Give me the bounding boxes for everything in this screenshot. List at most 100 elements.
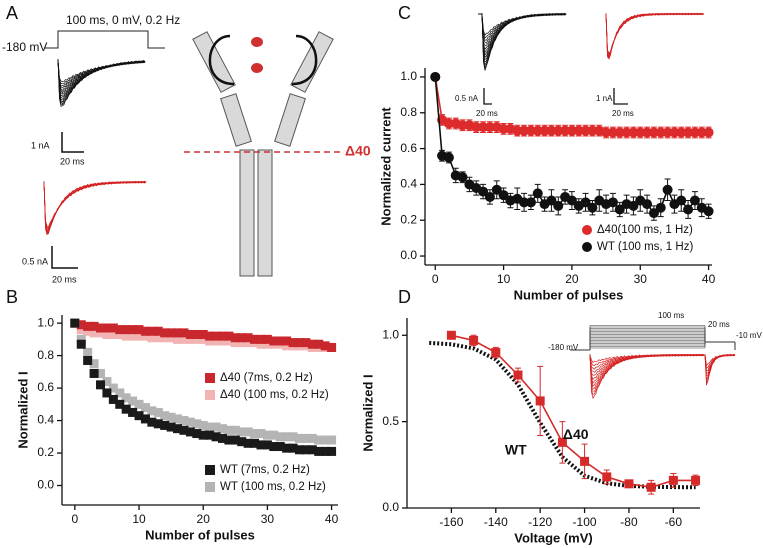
data-point [689,195,700,206]
cut-label: Δ40 [345,143,371,159]
data-point [546,125,557,136]
x-tick-label: 0 [432,272,439,286]
data-point [76,325,86,335]
data-point [566,125,577,136]
panel-label: B [6,287,18,307]
data-point [205,430,215,440]
data-point [128,396,138,406]
inset [570,325,736,400]
data-point [102,329,112,339]
scale-label: 1 nA [31,140,50,150]
data-point [301,338,311,348]
data-point [628,127,639,138]
data-point [230,425,240,435]
data-point [237,437,247,447]
data-point [256,334,266,344]
x-tick-label: 10 [132,512,146,526]
data-point [498,123,509,134]
data-point [147,326,157,336]
data-point [76,320,86,330]
legend-label: WT (100 ms, 0.2 Hz) [220,481,326,493]
data-point [173,414,183,424]
current-trace [481,13,567,54]
holding-label: -180 mV [2,40,47,54]
x-tick-label: -80 [620,515,638,529]
data-point [307,445,317,455]
data-point [703,206,714,217]
data-point [519,197,530,208]
data-point [153,326,163,336]
data-point [237,427,247,437]
annotation: WT [505,442,527,458]
current-trace [43,181,147,228]
data-point [655,127,666,138]
data-point [513,370,523,380]
data-point [243,333,253,343]
x-tick-label: 20 [565,272,579,286]
x-tick-label: 30 [261,512,275,526]
data-point [179,334,189,344]
data-point [648,127,659,138]
inset [478,12,704,71]
data-point [676,195,687,206]
data-point [166,328,176,338]
data-point [696,127,707,138]
x-tick-label: 0 [71,512,78,526]
data-point [179,425,189,435]
data-point [683,204,694,215]
data-point [320,435,330,445]
data-point [478,122,489,133]
protocol-step [570,341,736,351]
data-point [185,417,195,427]
data-point [648,208,659,219]
current-trace [605,12,704,60]
y-tick-label: 1.0 [37,315,54,329]
data-point [314,446,324,456]
current-trace [43,181,146,228]
data-point [192,329,202,339]
inset-label: 20 ms [708,320,730,329]
data-point [471,122,482,133]
data-point [275,432,285,442]
data-point [294,445,304,455]
data-point [160,411,170,421]
legend-marker [582,242,592,252]
data-point [491,348,501,358]
protocol-step [570,341,736,351]
data-point [224,331,234,341]
data-point [560,125,571,136]
data-point [121,393,131,403]
data-point [211,432,221,442]
data-point [96,368,106,378]
inset-label: -180 mV [548,343,579,352]
current-trace [605,12,704,60]
protocol-step [570,325,736,351]
x-tick-label: -120 [528,515,552,529]
data-point [211,331,221,341]
data-point [128,325,138,335]
current-trace [481,12,567,71]
scale-bar [51,246,78,269]
data-point [198,329,208,339]
protocol-step [570,341,736,351]
data-point [83,321,93,331]
data-point [198,430,208,440]
data-point [230,333,240,343]
x-tick-label: -100 [573,515,597,529]
data-point [134,325,144,335]
data-point [243,427,253,437]
scale-label: 0.5 nA [22,256,48,266]
data-point [607,127,618,138]
data-point [153,407,163,417]
data-point [294,433,304,443]
current-trace [605,12,704,54]
trace-group [43,59,147,236]
data-point [282,432,292,442]
data-point [134,399,144,409]
data-point [327,446,337,456]
data-point [457,120,468,131]
data-point [282,341,292,351]
data-point [457,172,468,183]
current-trace [57,59,146,94]
protocol-step [570,341,736,351]
